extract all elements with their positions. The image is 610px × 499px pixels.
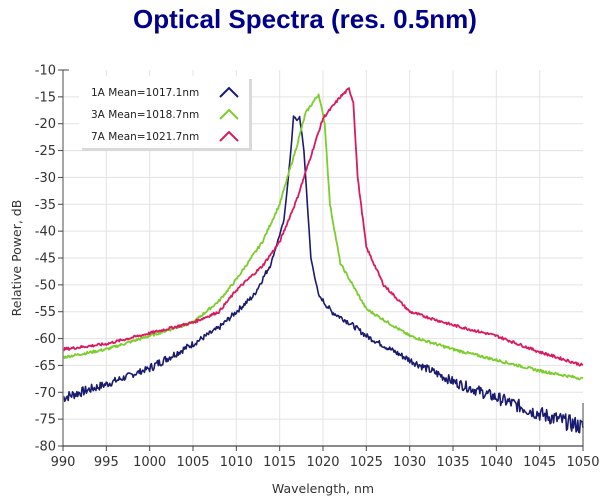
y-tick-label: -80 [35, 440, 56, 455]
axes: 990 995 1000 1005 1010 1015 1020 1025 1030 1035 10… [35, 64, 600, 471]
chart-title: Optical Spectra (res. 0.5nm) [133, 4, 477, 34]
x-tick-label: 990 [51, 455, 76, 470]
legend-chevron-icon [219, 130, 239, 142]
series-line-3 [62, 87, 584, 367]
y-tick-label: -75 [35, 413, 56, 428]
y-tick-label: -30 [35, 171, 56, 186]
x-tick-label: 1010 [220, 455, 253, 470]
legend-label: 1A Mean=1017.1nm [91, 87, 199, 99]
series-line-1 [62, 115, 584, 434]
x-tick-label: 1020 [306, 455, 339, 470]
x-tick-label: 1035 [436, 455, 469, 470]
legend-chevron-icon [219, 86, 239, 98]
x-tick-label: 1050 [566, 455, 599, 470]
y-tick-label: -50 [35, 278, 56, 293]
y-tick-label: -60 [35, 332, 56, 347]
y-tick-label: -35 [35, 198, 56, 213]
legend-label: 7A Mean=1021.7nm [91, 131, 199, 143]
legend-chevron-icon [219, 108, 239, 120]
y-tick-label: -20 [35, 117, 56, 132]
x-tick-label: 1045 [523, 455, 556, 470]
legend-box [79, 76, 249, 148]
y-tick-label: -10 [35, 64, 56, 79]
y-tick-label: -25 [35, 144, 56, 159]
x-tick-label: 1000 [133, 455, 166, 470]
y-tick-label: -55 [35, 305, 56, 320]
x-tick-label: 1005 [176, 455, 209, 470]
legend-label: 3A Mean=1018.7nm [91, 109, 199, 121]
y-axis-label: Relative Power, dB [9, 200, 24, 317]
x-tick-label: 995 [94, 455, 119, 470]
y-tick-label: -70 [35, 386, 56, 401]
y-tick-label: -15 [35, 90, 56, 105]
x-tick-label: 1040 [480, 455, 513, 470]
x-tick-label: 1025 [350, 455, 383, 470]
x-axis-label: Wavelength, nm [272, 481, 374, 496]
x-tick-label: 1030 [393, 455, 426, 470]
plot-area [62, 87, 584, 434]
legend: 1A Mean=1017.1nm 3A Mean=1018.7nm 7A Mean=… [79, 76, 252, 151]
series-line-2 [62, 93, 584, 381]
y-tick-label: -65 [35, 359, 56, 374]
y-tick-label: -45 [35, 252, 56, 267]
y-tick-label: -40 [35, 225, 56, 240]
x-tick-label: 1015 [263, 455, 296, 470]
